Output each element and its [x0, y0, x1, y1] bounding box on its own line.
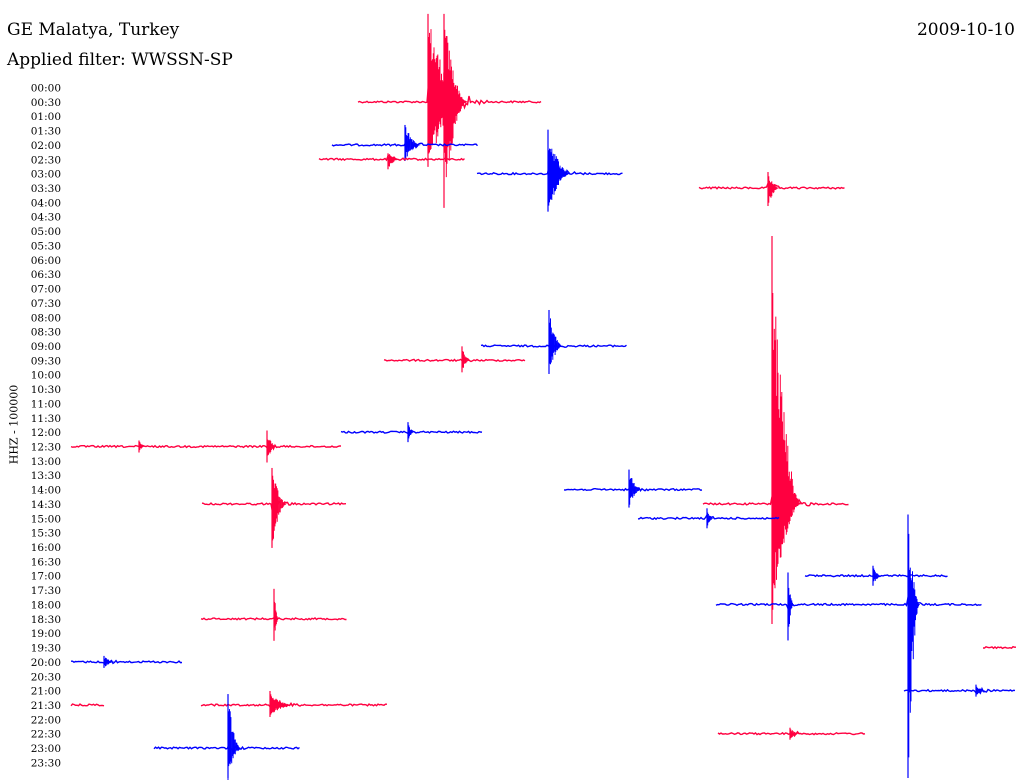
time-tick-label: 14:00 [31, 485, 61, 497]
seismic-trace [200, 588, 347, 641]
time-tick-label: 17:00 [31, 571, 61, 583]
time-tick-label: 18:30 [31, 614, 61, 626]
time-tick-label: 05:30 [31, 240, 61, 252]
time-tick-label: 20:30 [31, 671, 61, 683]
time-tick-label: 12:30 [31, 442, 61, 454]
time-tick-label: 00:00 [31, 83, 61, 95]
trace-line [70, 703, 105, 707]
time-tick-label: 06:30 [31, 269, 61, 281]
time-tick-label: 22:30 [31, 729, 61, 741]
time-tick-label: 01:00 [31, 111, 61, 123]
trace-line [70, 443, 341, 451]
time-tick-label: 23:30 [31, 757, 61, 769]
time-tick-label: 03:00 [31, 169, 61, 181]
seismic-trace [201, 467, 347, 548]
time-tick-label: 04:30 [31, 212, 61, 224]
time-tick-label: 08:30 [31, 327, 61, 339]
trace-line [340, 429, 483, 435]
time-tick-label: 18:00 [31, 599, 61, 611]
time-tick-label: 16:30 [31, 556, 61, 568]
filter-label: Applied filter: WWSSN-SP [7, 50, 233, 70]
seismic-trace [480, 309, 627, 374]
time-tick-label: 19:30 [31, 643, 61, 655]
time-tick-label: 21:00 [31, 686, 61, 698]
seismic-trace [357, 13, 542, 208]
time-tick-label: 19:00 [31, 628, 61, 640]
seismic-trace [383, 346, 526, 373]
seismic-trace [637, 508, 780, 529]
time-tick-label: 02:30 [31, 154, 61, 166]
seismic-trace [698, 172, 845, 207]
time-tick-label: 06:00 [31, 255, 61, 267]
trace-line [383, 356, 526, 363]
seismic-trace [903, 684, 1016, 697]
time-tick-label: 22:00 [31, 714, 61, 726]
time-tick-label: 13:00 [31, 456, 61, 468]
trace-line [71, 659, 183, 665]
trace-line [903, 686, 1016, 695]
seismic-trace [153, 694, 300, 780]
time-tick-label: 04:00 [31, 197, 61, 209]
time-tick-label: 02:00 [31, 140, 61, 152]
time-tick-label: 15:30 [31, 528, 61, 540]
trace-line [717, 730, 866, 738]
seismic-trace [476, 129, 623, 212]
time-tick-label: 15:00 [31, 513, 61, 525]
seismic-trace [331, 124, 479, 161]
seismic-trace [983, 645, 1016, 650]
time-tick-label: 17:30 [31, 585, 61, 597]
time-tick-label: 07:30 [31, 298, 61, 310]
date-label: 2009-10-10 [916, 20, 1015, 40]
trace-line [983, 645, 1016, 650]
seismic-trace [71, 655, 183, 668]
seismic-trace [702, 235, 849, 624]
seismic-trace [563, 469, 703, 508]
time-tick-label: 01:30 [31, 126, 61, 138]
seismic-trace [318, 153, 465, 170]
seismic-trace [70, 430, 341, 463]
trace-line [715, 595, 982, 611]
time-tick-label: 11:00 [31, 398, 61, 410]
time-tick-label: 09:00 [31, 341, 61, 353]
time-tick-label: 03:30 [31, 183, 61, 195]
time-tick-label: 10:30 [31, 384, 61, 396]
time-tick-label: 10:00 [31, 370, 61, 382]
time-tick-label: 20:00 [31, 657, 61, 669]
trace-line [153, 741, 300, 755]
time-tick-label: 09:30 [31, 355, 61, 367]
seismic-trace [340, 422, 483, 443]
time-tick-label: 11:30 [31, 413, 61, 425]
seismic-trace [200, 690, 387, 717]
time-tick-label: 08:00 [31, 312, 61, 324]
time-tick-label: 23:00 [31, 743, 61, 755]
seismic-trace [70, 703, 105, 707]
time-tick-label: 14:30 [31, 499, 61, 511]
seismic-trace [715, 514, 982, 778]
trace-line [200, 700, 387, 711]
time-tick-label: 16:00 [31, 542, 61, 554]
time-tick-label: 13:30 [31, 470, 61, 482]
seismic-trace [804, 565, 948, 586]
time-tick-label: 21:30 [31, 700, 61, 712]
seismic-trace [717, 727, 866, 740]
time-tick-label: 05:00 [31, 226, 61, 238]
station-title: GE Malatya, Turkey [7, 20, 180, 40]
time-tick-label: 00:30 [31, 97, 61, 109]
time-tick-label: 07:00 [31, 284, 61, 296]
time-tick-label: 12:00 [31, 427, 61, 439]
